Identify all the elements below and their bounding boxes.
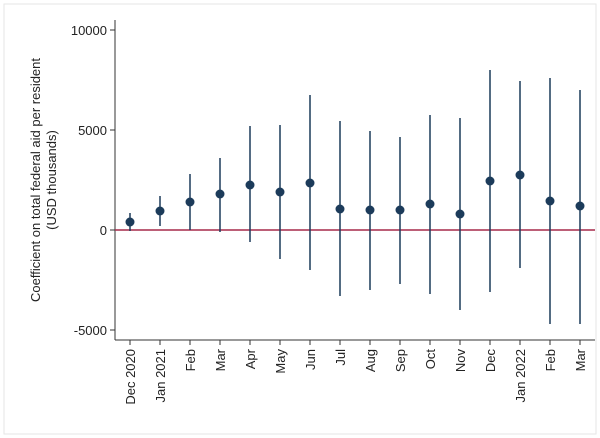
x-tick-label: Oct bbox=[423, 349, 438, 370]
y-tick-label: 10000 bbox=[71, 23, 107, 38]
point bbox=[365, 205, 375, 215]
point bbox=[425, 199, 435, 209]
point bbox=[335, 204, 345, 214]
point bbox=[245, 180, 255, 190]
point bbox=[575, 201, 585, 211]
x-tick-label: Jan 2021 bbox=[153, 349, 168, 403]
x-tick-label: Jan 2022 bbox=[513, 349, 528, 403]
point bbox=[305, 178, 315, 188]
x-tick-label: Nov bbox=[453, 349, 468, 373]
point bbox=[455, 209, 465, 219]
point bbox=[185, 197, 195, 207]
x-tick-label: Feb bbox=[543, 349, 558, 371]
y-tick-label: -5000 bbox=[74, 323, 107, 338]
x-tick-label: May bbox=[273, 349, 288, 374]
x-tick-label: Mar bbox=[573, 348, 588, 371]
point bbox=[395, 205, 405, 215]
frame bbox=[3, 3, 597, 435]
point bbox=[515, 170, 525, 180]
x-tick-label: Jul bbox=[333, 349, 348, 366]
x-tick-label: Aug bbox=[363, 349, 378, 372]
x-tick-label: Feb bbox=[183, 349, 198, 371]
point bbox=[215, 189, 225, 199]
y-tick-label: 5000 bbox=[78, 123, 107, 138]
x-tick-label: Jun bbox=[303, 349, 318, 370]
x-tick-label: Sep bbox=[393, 349, 408, 372]
x-tick-label: Apr bbox=[243, 348, 258, 369]
point bbox=[545, 196, 555, 206]
y-tick-label: 0 bbox=[100, 223, 107, 238]
x-tick-label: Dec bbox=[483, 349, 498, 373]
point bbox=[125, 217, 135, 227]
y-axis-label: (USD thousands) bbox=[44, 130, 59, 230]
y-axis-label: Coefficient on total federal aid per res… bbox=[28, 58, 43, 302]
point bbox=[155, 206, 165, 216]
x-tick-label: Dec 2020 bbox=[123, 349, 138, 405]
point bbox=[275, 187, 285, 197]
x-tick-label: Mar bbox=[213, 348, 228, 371]
point bbox=[485, 176, 495, 186]
